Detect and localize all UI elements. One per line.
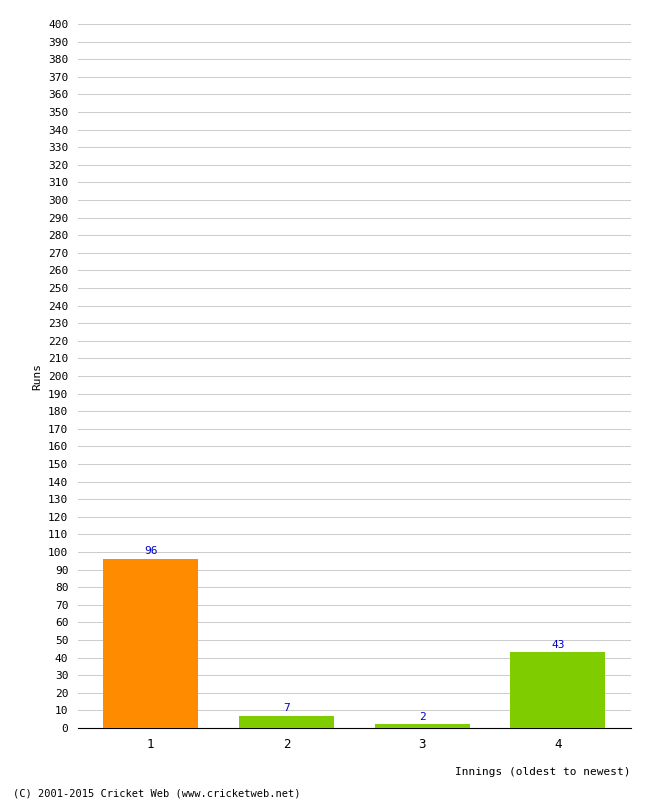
Bar [374,725,470,728]
Text: Innings (oldest to newest): Innings (oldest to newest) [455,766,630,777]
Text: 96: 96 [144,546,157,557]
Y-axis label: Runs: Runs [32,362,42,390]
Bar [239,716,334,728]
Text: 43: 43 [551,640,565,650]
Bar [103,559,198,728]
Text: 2: 2 [419,712,426,722]
Bar [510,652,605,728]
Text: (C) 2001-2015 Cricket Web (www.cricketweb.net): (C) 2001-2015 Cricket Web (www.cricketwe… [13,788,300,798]
Text: 7: 7 [283,703,290,713]
